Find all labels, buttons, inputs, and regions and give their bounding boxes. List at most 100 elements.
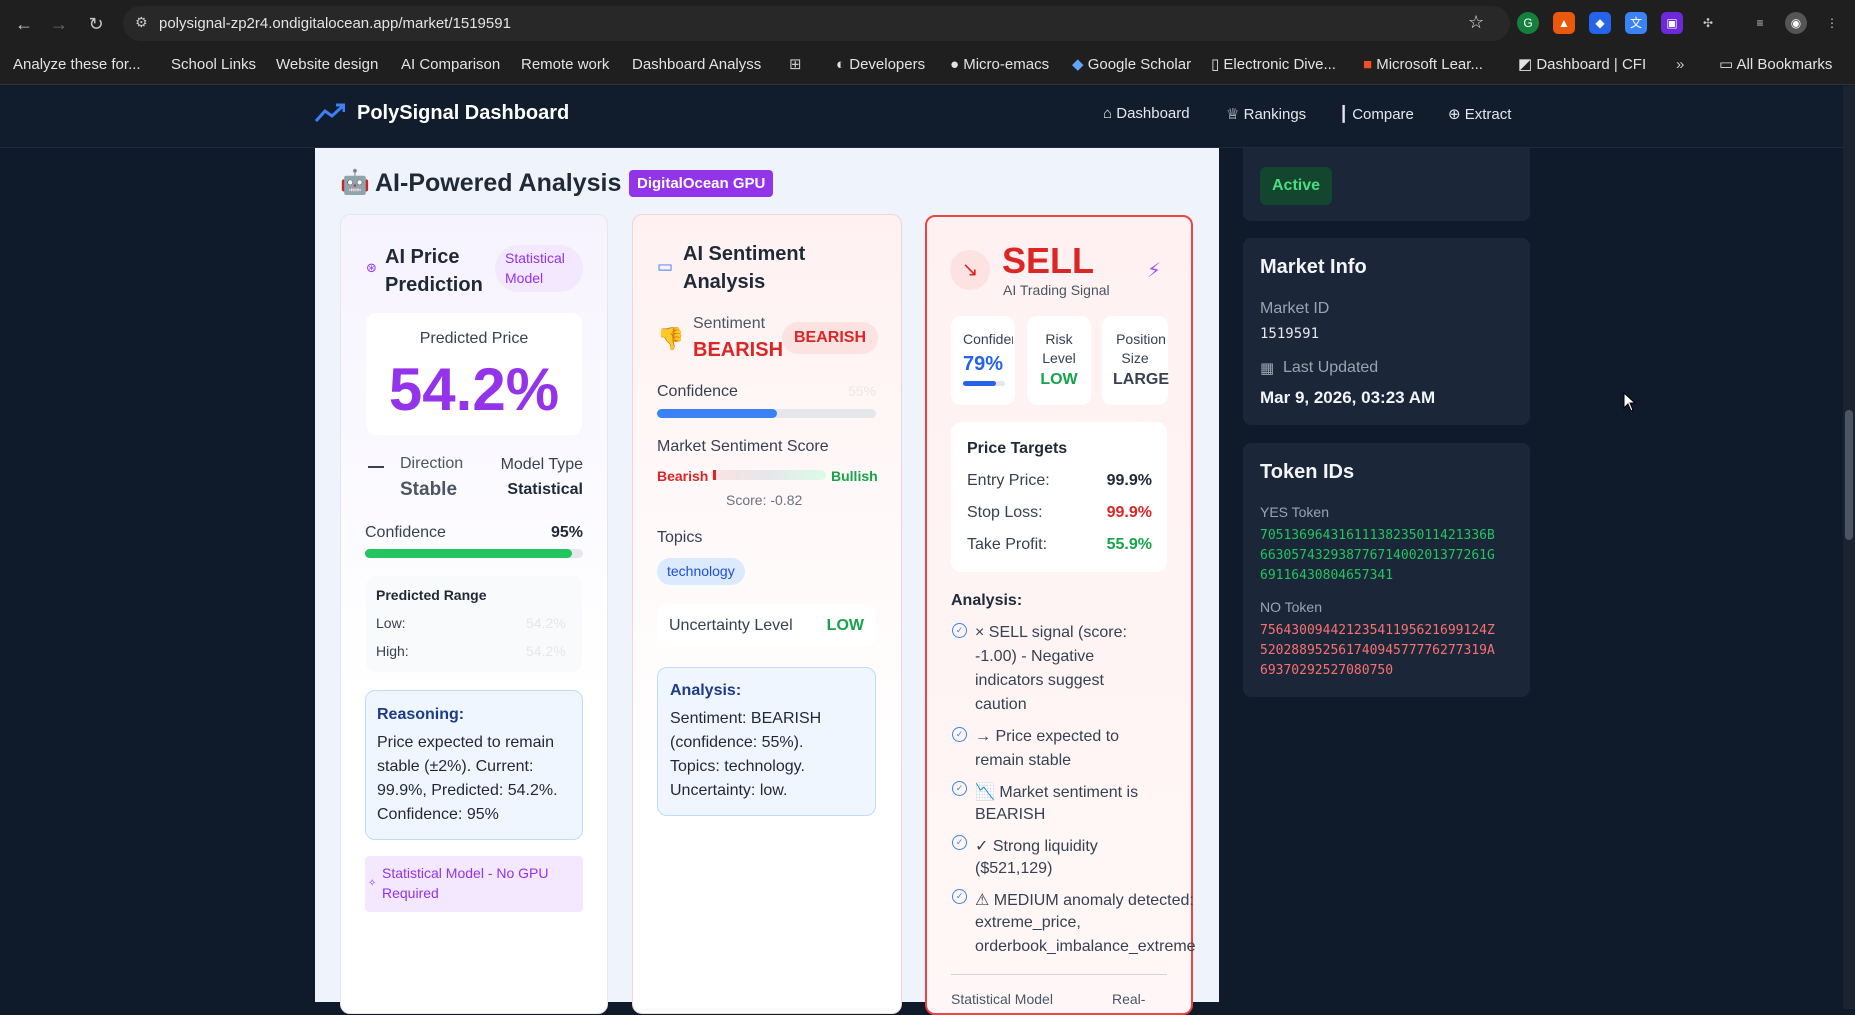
last-updated-value: Mar 9, 2026, 03:23 AM bbox=[1260, 388, 1436, 407]
topic-chip[interactable]: technology bbox=[657, 558, 745, 585]
check-circle-icon: ✓ bbox=[952, 889, 967, 904]
more-bookmarks-icon[interactable]: » bbox=[1676, 56, 1685, 73]
bookmark-remote-work[interactable]: Remote work bbox=[521, 56, 610, 73]
signal-confidence-fill bbox=[963, 381, 997, 386]
all-bookmarks[interactable]: ▭ All Bookmarks bbox=[1714, 52, 1837, 78]
signal-footer-model: Statistical Model bbox=[951, 991, 1053, 1007]
no-token-line: 52028895256174094577776277319A bbox=[1260, 643, 1495, 658]
range-low-value: 54.2% bbox=[526, 615, 566, 631]
browser-toolbar: ← → ↻ ⚙ polysignal-zp2r4.ondigitalocean.… bbox=[0, 0, 1855, 47]
sentiment-confidence-value: 55% bbox=[847, 383, 876, 399]
sentiment-title-line: Analysis bbox=[683, 271, 766, 293]
app-title[interactable]: PolySignal Dashboard bbox=[357, 102, 570, 124]
yes-token-line: 69116430804657341 bbox=[1260, 568, 1394, 583]
risk-level-label: Level bbox=[1042, 350, 1076, 366]
thumbs-down-icon: 👎 bbox=[657, 326, 685, 351]
signal-footer-realtime: Real- bbox=[1112, 991, 1146, 1007]
market-id-label: Market ID bbox=[1260, 300, 1330, 317]
price-prediction-title: AI Price Prediction bbox=[385, 246, 483, 296]
sentiment-confidence-label: Confidence bbox=[657, 383, 738, 400]
profile-avatar[interactable]: ◉ bbox=[1785, 12, 1807, 34]
bookmark-electronic-dive-label: Electronic Dive... bbox=[1223, 56, 1336, 73]
globe-icon: ● bbox=[950, 56, 964, 73]
token-ids-title: Token IDs bbox=[1260, 461, 1355, 483]
bearish-badge: BEARISH bbox=[782, 322, 879, 354]
check-circle-icon: ✓ bbox=[952, 623, 967, 638]
page-scrollbar[interactable] bbox=[1843, 86, 1855, 1009]
no-token-label: NO Token bbox=[1260, 599, 1322, 615]
bookmark-dashboard-analyss[interactable]: Dashboard Analyss bbox=[632, 56, 762, 73]
bookmark-electronic-dive[interactable]: ▯ Electronic Dive... bbox=[1206, 52, 1341, 78]
no-token-line: 69370292527080750 bbox=[1260, 663, 1394, 678]
bearish-scale-label: Bearish bbox=[657, 468, 709, 484]
developers-icon: ◐ bbox=[836, 56, 850, 73]
shield-extension-icon[interactable]: ◆ bbox=[1589, 12, 1611, 34]
statistical-model-badge: Statistical Model bbox=[495, 245, 583, 292]
site-info-icon[interactable]: ⚙ bbox=[135, 14, 148, 30]
forward-icon[interactable]: → bbox=[50, 14, 68, 34]
prediction-confidence-fill bbox=[365, 549, 573, 558]
sentiment-analysis-box bbox=[657, 667, 876, 816]
reasoning-line: stable (±2%). Current: bbox=[377, 758, 534, 775]
sentiment-analysis-line: Uncertainty: low. bbox=[670, 782, 788, 799]
nav-dashboard[interactable]: ⌂ Dashboard bbox=[1103, 105, 1190, 122]
media-controls-icon[interactable]: ≡ bbox=[1756, 16, 1764, 30]
risk-level-box bbox=[1027, 316, 1091, 405]
gpu-badge: DigitalOcean GPU bbox=[629, 170, 774, 197]
token-ids-card bbox=[1243, 443, 1530, 697]
range-high-label: High: bbox=[376, 643, 409, 659]
fox-extension-icon[interactable]: ▲ bbox=[1553, 12, 1575, 34]
browser-menu-icon[interactable]: ⋮ bbox=[1826, 16, 1838, 30]
nav-extract-label: Extract bbox=[1464, 106, 1512, 123]
bookmark-dashboard-cfi[interactable]: ◩ Dashboard | CFI bbox=[1513, 52, 1651, 78]
grammarly-extension-icon[interactable]: G bbox=[1517, 12, 1539, 34]
analysis-bullet-line: ($521,129) bbox=[975, 860, 1053, 877]
translate-extension-icon[interactable]: 文 bbox=[1625, 12, 1647, 34]
sparkle-icon: ✧ bbox=[368, 878, 377, 889]
bookmark-star-icon[interactable]: ☆ bbox=[1468, 12, 1485, 32]
lightning-icon: ⚡ bbox=[1147, 260, 1162, 282]
analysis-bullet-line: extreme_price, bbox=[975, 914, 1081, 931]
analysis-bullet-line: indicators suggest bbox=[975, 672, 1104, 689]
bookmark-ai-comparison[interactable]: AI Comparison bbox=[401, 56, 501, 73]
uncertainty-box bbox=[657, 604, 876, 646]
bookmark-micro-emacs[interactable]: ● Micro-emacs bbox=[945, 52, 1054, 78]
check-circle-icon: ✓ bbox=[952, 781, 967, 796]
nav-extract[interactable]: ⊕ Extract bbox=[1448, 105, 1511, 123]
risk-level-value: LOW bbox=[1040, 371, 1078, 388]
direction-value: Stable bbox=[400, 479, 458, 500]
bookmark-school-links[interactable]: School Links bbox=[171, 56, 257, 73]
microsoft-icon: ■ bbox=[1363, 56, 1377, 73]
apps-grid-icon[interactable]: ⊞ bbox=[789, 56, 802, 73]
no-token-line: 75643009442123541195621699124Z bbox=[1260, 623, 1495, 638]
brain-icon: ⊛ bbox=[366, 260, 377, 275]
sentiment-confidence-fill bbox=[657, 409, 778, 418]
analysis-bullet-line: ⚠ MEDIUM anomaly detected: bbox=[975, 892, 1194, 909]
address-bar[interactable]: ⚙ polysignal-zp2r4.ondigitalocean.app/ma… bbox=[123, 6, 1510, 41]
market-id-value: 1519591 bbox=[1260, 326, 1320, 342]
purple-extension-icon[interactable]: ▣ bbox=[1661, 12, 1683, 34]
direction-label: Direction bbox=[400, 455, 464, 472]
position-size-label: Position bbox=[1116, 331, 1166, 347]
trending-up-icon bbox=[315, 103, 345, 123]
back-icon[interactable]: ← bbox=[15, 14, 33, 34]
bookmark-google-scholar[interactable]: ◆ Google Scholar bbox=[1067, 52, 1196, 78]
analysis-bullet-line: ✓ Strong liquidity bbox=[975, 838, 1098, 855]
analysis-bullet-line: × SELL signal (score: bbox=[975, 624, 1127, 641]
bookmark-analyze[interactable]: Analyze these for... bbox=[13, 56, 141, 73]
bookmark-website-design[interactable]: Website design bbox=[276, 56, 379, 73]
entry-price-label: Entry Price: bbox=[967, 472, 1050, 489]
bookmark-developers[interactable]: ◐ Developers bbox=[831, 52, 930, 78]
nav-rankings[interactable]: ♕ Rankings bbox=[1226, 105, 1306, 123]
extensions-puzzle-icon[interactable]: ✣ bbox=[1702, 16, 1714, 30]
bookmark-google-scholar-label: Google Scholar bbox=[1087, 56, 1192, 73]
reload-icon[interactable]: ↻ bbox=[88, 14, 104, 34]
scrollbar-thumb[interactable] bbox=[1845, 410, 1853, 540]
nav-compare[interactable]: ┃ Compare bbox=[1339, 105, 1414, 123]
sentiment-analysis-line: (confidence: 55%). bbox=[670, 734, 804, 751]
signal-confidence-box bbox=[951, 316, 1015, 405]
reasoning-title: Reasoning: bbox=[377, 706, 465, 723]
bookmark-microsoft-learn[interactable]: ■ Microsoft Lear... bbox=[1358, 52, 1488, 78]
market-info-card bbox=[1243, 238, 1530, 425]
no-gpu-line: Required bbox=[382, 885, 439, 901]
